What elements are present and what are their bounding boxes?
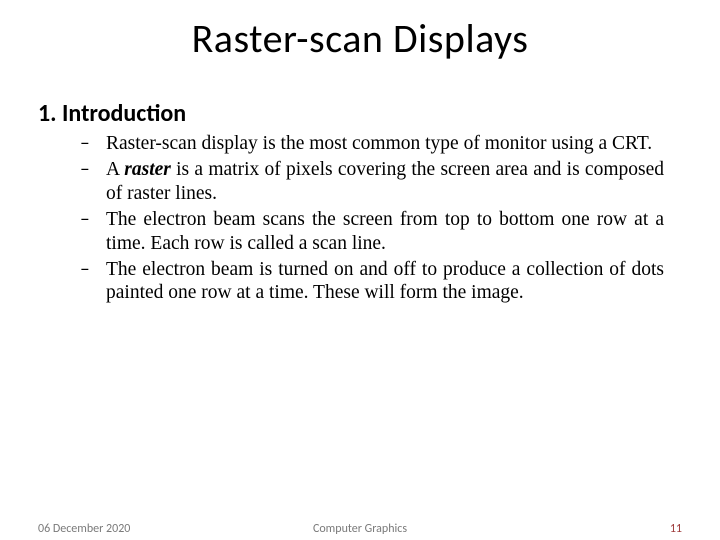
footer-page-number: 11 (670, 522, 682, 536)
section-heading: 1. Introduction (38, 99, 720, 128)
section-label: Introduction (62, 99, 186, 128)
section-number: 1. (38, 99, 57, 128)
bullet-list: – Raster-scan display is the most common… (80, 132, 664, 305)
dash-icon: – (80, 158, 106, 205)
bullet-text: A raster is a matrix of pixels covering … (106, 158, 664, 205)
dash-icon: – (80, 258, 106, 305)
list-item: – The electron beam scans the screen fro… (80, 208, 664, 255)
list-item: – A raster is a matrix of pixels coverin… (80, 158, 664, 205)
dash-icon: – (80, 208, 106, 255)
emphasis: raster (124, 159, 171, 180)
footer-center: Computer Graphics (0, 522, 720, 536)
list-item: – Raster-scan display is the most common… (80, 132, 664, 155)
dash-icon: – (80, 132, 106, 155)
slide-title: Raster-scan Displays (0, 14, 720, 63)
bullet-text: The electron beam is turned on and off t… (106, 258, 664, 305)
list-item: – The electron beam is turned on and off… (80, 258, 664, 305)
bullet-text: Raster-scan display is the most common t… (106, 132, 664, 155)
bullet-text: The electron beam scans the screen from … (106, 208, 664, 255)
slide: Raster-scan Displays 1. Introduction – R… (0, 14, 720, 540)
